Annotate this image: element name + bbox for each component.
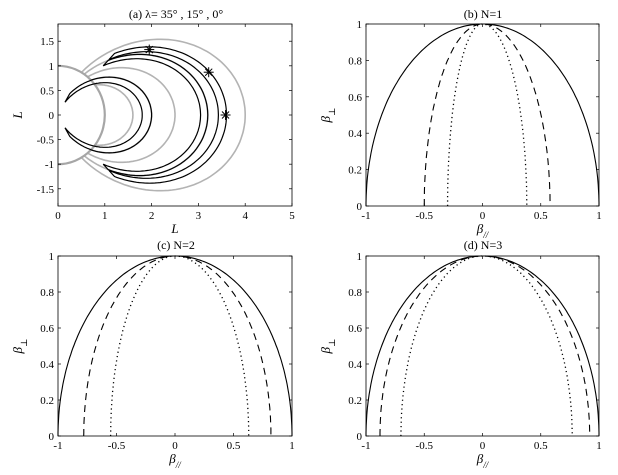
panel-a-plot — [58, 38, 247, 192]
panel-c-axes: -1 -0.5 0 0.5 1 0 0.2 0.4 0.6 0.8 1 β// β⊥ — [10, 251, 295, 470]
series-dotted-line — [446, 23, 528, 206]
panel-b-xtick-label: -1 — [361, 210, 370, 222]
star-stroke — [204, 68, 213, 77]
panel-a-xtick-label: 3 — [196, 210, 202, 222]
panel-a-xtick-label: 5 — [289, 210, 295, 222]
star-marker — [203, 67, 214, 78]
panel-c-ytick-label: 1 — [49, 251, 55, 263]
panel-b-axes: -1 -0.5 0 0.5 1 0 0.2 0.4 0.6 0.8 1 β// β⊥ — [318, 19, 602, 240]
panel-b-xlabel: β// — [476, 221, 490, 240]
series-solid-line — [365, 255, 600, 436]
panel-d-xtick-label: -0.5 — [416, 440, 434, 452]
panel-d-xtick-label: -1 — [361, 440, 370, 452]
panel-a-xtick-label: 4 — [242, 210, 248, 222]
series-dashed-line — [379, 255, 591, 436]
trajectory-line — [64, 76, 153, 154]
trajectory-line — [102, 53, 209, 177]
series-solid-line — [57, 255, 293, 436]
panel-a-xlabel: L — [170, 221, 178, 236]
panel-d-ytick-label: 0.4 — [348, 359, 362, 371]
panel-d-ytick-label: 0 — [357, 431, 363, 443]
panel-c-xlabel: β// — [168, 451, 182, 470]
panel-c-ytick-label: 0.8 — [40, 287, 54, 299]
panel-b-xtick-label: 0 — [480, 210, 486, 222]
panel-d-xtick-label: 1 — [596, 440, 602, 452]
panel-a-xtick-label: 1 — [102, 210, 108, 222]
panel-d-xtick-label: 0.5 — [534, 440, 548, 452]
star-marker — [144, 44, 155, 55]
star-stroke — [221, 111, 230, 119]
panel-d-title: (d) N=3 — [464, 238, 502, 252]
panel-a-ytick-label: -1.5 — [37, 184, 55, 196]
panel-b-plot — [365, 23, 600, 206]
series-dotted-line — [109, 255, 250, 437]
panel-c-ytick-label: 0.2 — [40, 395, 54, 407]
series-dashed-line — [423, 23, 551, 206]
panel-b-ytick-label: 0 — [357, 201, 363, 213]
panel-d-ytick-label: 0.2 — [348, 395, 362, 407]
panel-d-ytick-label: 0.8 — [348, 287, 362, 299]
panel-b-xtick-label: -0.5 — [416, 210, 434, 222]
panel-b-ytick-label: 1 — [357, 19, 363, 31]
panel-a-axes: 0 1 2 3 4 5 -1.5 -1 -0.5 0 0.5 1 1.5 L L — [10, 23, 295, 236]
panel-b-ytick-label: 0.6 — [348, 92, 362, 104]
panel-b-xtick-label: 1 — [596, 210, 602, 222]
field-line — [87, 66, 176, 164]
earth-circle — [58, 64, 106, 166]
panel-c-ylabel: β⊥ — [10, 339, 29, 355]
panel-a-ylabel: L — [10, 111, 25, 119]
field-line — [94, 83, 134, 147]
panel-d-ylabel: β⊥ — [318, 339, 337, 355]
field-line — [80, 38, 247, 192]
panel-d-ytick-label: 1 — [357, 251, 363, 263]
panel-d-frame — [365, 255, 600, 437]
panel-c-xtick-label: 0.5 — [227, 440, 241, 452]
panel-c-ytick-label: 0.6 — [40, 323, 54, 335]
panel-d-plot — [365, 255, 600, 437]
panel-c-plot — [57, 255, 293, 437]
panel-a-ytick-label: 0 — [49, 110, 55, 122]
panel-a-ytick-label: 0.5 — [40, 85, 54, 97]
panel-d-xtick-label: 0 — [480, 440, 486, 452]
panel-c-xtick-label: -0.5 — [108, 440, 126, 452]
panel-b-ytick-label: 0.2 — [348, 165, 362, 177]
panel-b-ylabel: β⊥ — [318, 108, 337, 124]
panel-b-ytick-label: 0.4 — [348, 128, 362, 140]
star-marker — [220, 110, 231, 120]
panel-c-xtick-label: 1 — [289, 440, 295, 452]
trajectory-line — [108, 46, 228, 184]
panel-c-xtick-label: 0 — [172, 440, 178, 452]
panel-a-ytick-label: -0.5 — [37, 135, 55, 147]
panel-b-ytick-label: 0.8 — [348, 55, 362, 67]
panel-b-xtick-label: 0.5 — [534, 210, 548, 222]
panel-a-ytick-label: 1 — [49, 61, 55, 73]
star-stroke — [145, 45, 154, 54]
panel-c-ytick-label: 0 — [49, 431, 55, 443]
panel-d-xlabel: β// — [476, 451, 490, 470]
panel-b-frame — [365, 23, 600, 207]
panel-c-ytick-label: 0.4 — [40, 359, 54, 371]
panel-c-title: (c) N=2 — [157, 238, 195, 252]
panel-a-ytick-label: -1 — [45, 159, 54, 171]
panel-d-axes: -1 -0.5 0 0.5 1 0 0.2 0.4 0.6 0.8 1 β// β⊥ — [318, 251, 602, 470]
panel-a-xtick-label: 0 — [55, 210, 61, 222]
panel-a-title: (a) λ= 35° , 15° , 0° — [129, 7, 224, 21]
panel-c-xtick-label: -1 — [53, 440, 62, 452]
panel-a-ytick-label: 1.5 — [40, 36, 54, 48]
panel-c-frame — [57, 255, 293, 437]
series-solid-line — [365, 23, 600, 206]
panel-d-ytick-label: 0.6 — [348, 323, 362, 335]
panel-a-xtick-label: 2 — [149, 210, 155, 222]
series-dotted-line — [400, 255, 573, 437]
panel-b-title: (b) N=1 — [464, 7, 502, 21]
